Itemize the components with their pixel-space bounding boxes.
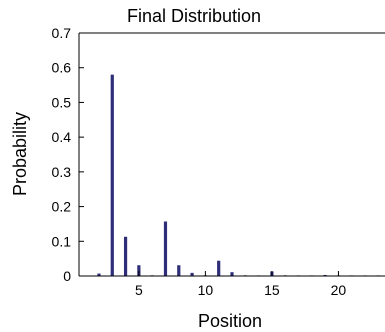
- y-tick-label: 0.2: [52, 199, 72, 215]
- y-tick-label: 0.7: [52, 25, 72, 41]
- axes-group: [78, 32, 385, 277]
- bar-position-9: [190, 272, 194, 276]
- y-tick-label: 0.5: [52, 94, 72, 110]
- x-tick-label: 5: [135, 282, 143, 298]
- bar-position-11: [217, 260, 221, 276]
- x-ticks-group: 5 10 15 20: [135, 271, 346, 298]
- bar-position-8: [177, 265, 181, 276]
- bar-position-7: [163, 221, 168, 276]
- chart-title: Final Distribution: [127, 6, 261, 26]
- x-tick-label: 15: [264, 282, 280, 298]
- bar-position-12: [230, 272, 234, 276]
- bar-position-19: [323, 274, 327, 276]
- y-axis-label: Probability: [10, 112, 30, 196]
- y-tick-label: 0.3: [52, 164, 72, 180]
- bar-position-4: [123, 236, 128, 276]
- y-tick-label: 0.6: [52, 60, 72, 76]
- y-tick-label: 0: [63, 268, 71, 284]
- x-axis-label: Position: [198, 311, 262, 331]
- bar-position-5: [137, 265, 141, 276]
- bar-position-2: [97, 273, 101, 276]
- y-tick-label: 0.4: [52, 129, 72, 145]
- x-tick-label: 20: [331, 282, 347, 298]
- y-tick-label: 0.1: [52, 233, 72, 249]
- bars-group: [97, 74, 380, 277]
- plot-area: 0 0.1 0.2 0.3 0.4 0.5 0.6 0.7 5 10 15 20: [52, 25, 385, 298]
- x-tick-label: 10: [198, 282, 214, 298]
- y-ticks-group: 0 0.1 0.2 0.3 0.4 0.5 0.6 0.7: [52, 25, 84, 284]
- bar-position-3: [110, 74, 114, 277]
